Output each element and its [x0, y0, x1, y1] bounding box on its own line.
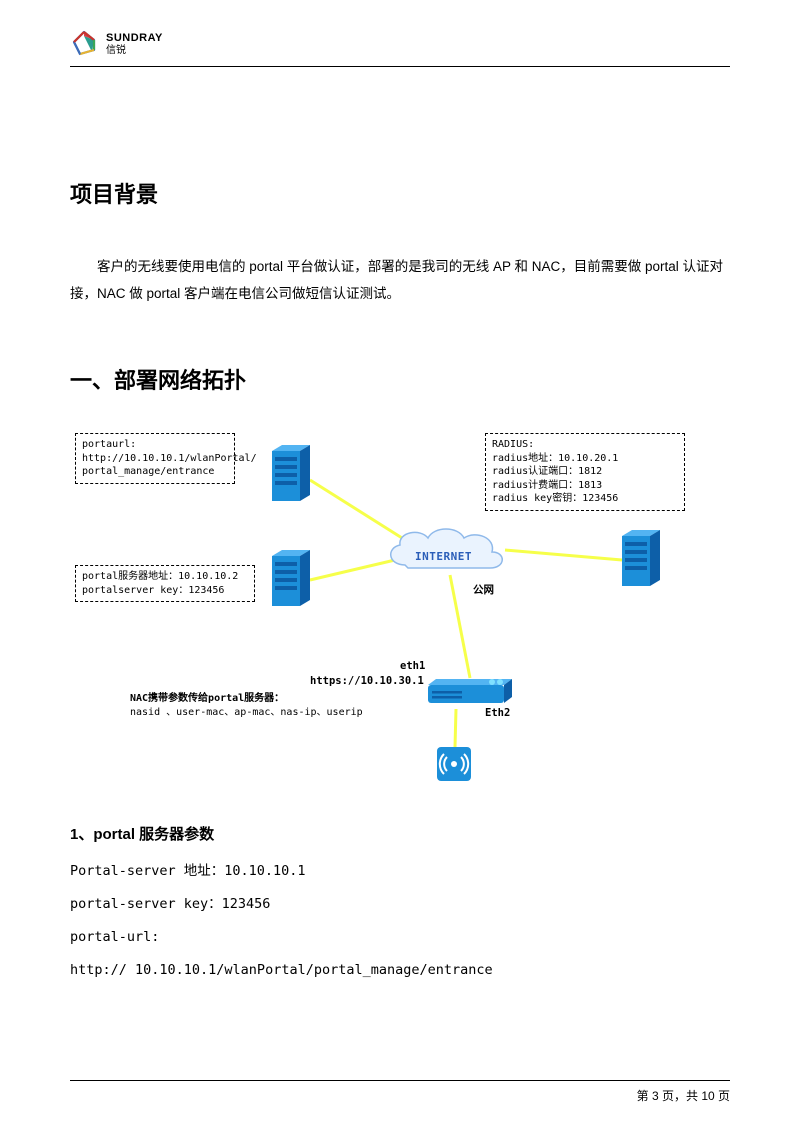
param-row: Portal-server 地址：10.10.10.1: [70, 862, 730, 881]
label-nac-title: NAC携带参数传给portal服务器：: [130, 689, 284, 704]
brand-logo-icon: [70, 30, 98, 58]
page-footer: 第 3 页，共 10 页: [70, 1080, 730, 1104]
heading-portal-params: 1、portal 服务器参数: [70, 823, 730, 844]
label-https: https://10.10.30.1: [310, 675, 424, 687]
param-row: http:// 10.10.10.1/wlanPortal/portal_man…: [70, 961, 730, 980]
heading-background: 项目背景: [70, 177, 730, 209]
document-page: SUNDRAY 信锐 项目背景 客户的无线要使用电信的 portal 平台做认证…: [0, 0, 800, 1132]
info-box-portal-url: portaurl: http://10.10.10.1/wlanPortal/ …: [75, 433, 235, 484]
label-nac-params: nasid 、user-mac、ap-mac、nas-ip、userip: [130, 703, 363, 718]
page-header: SUNDRAY 信锐: [70, 30, 730, 67]
label-eth2: Eth2: [485, 707, 510, 719]
page-number: 第 3 页，共 10 页: [637, 1089, 730, 1103]
access-point-icon: [435, 745, 473, 783]
brand-text: SUNDRAY 信锐: [106, 32, 163, 55]
server-icon: [270, 445, 312, 503]
param-row: portal-server key：123456: [70, 895, 730, 914]
heading-topology: 一、部署网络拓扑: [70, 363, 730, 395]
info-box-radius: RADIUS: radius地址：10.10.20.1 radius认证端口：1…: [485, 433, 685, 511]
brand-name-cn: 信锐: [106, 45, 163, 56]
network-topology-diagram: portaurl: http://10.10.10.1/wlanPortal/ …: [75, 425, 725, 795]
label-internet: INTERNET: [415, 550, 472, 563]
server-icon: [270, 550, 312, 608]
brand-name-en: SUNDRAY: [106, 32, 163, 44]
router-icon: [426, 677, 514, 709]
paragraph-background: 客户的无线要使用电信的 portal 平台做认证，部署的是我司的无线 AP 和 …: [70, 253, 730, 307]
server-icon: [620, 530, 662, 588]
param-row: portal-url:: [70, 928, 730, 947]
label-public-network: 公网: [473, 582, 494, 597]
portal-param-list: Portal-server 地址：10.10.10.1 portal-serve…: [70, 862, 730, 980]
info-box-portal-server: portal服务器地址：10.10.10.2 portalserver key：…: [75, 565, 255, 602]
label-eth1: eth1: [400, 660, 425, 672]
